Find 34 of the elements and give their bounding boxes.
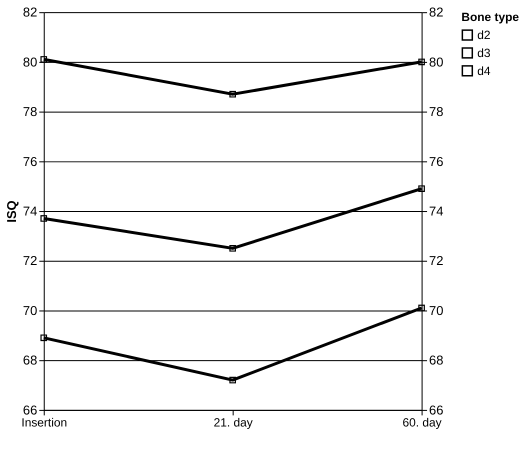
legend-label: d4 bbox=[477, 64, 491, 78]
point bbox=[40, 215, 48, 222]
point bbox=[229, 245, 236, 252]
y-tick-label: 66 bbox=[22, 402, 38, 418]
y-tick-label: 78 bbox=[22, 104, 38, 120]
point bbox=[418, 58, 425, 66]
point bbox=[40, 334, 48, 342]
point bbox=[229, 90, 236, 98]
y2-tick-label: 80 bbox=[429, 54, 444, 70]
point bbox=[418, 304, 425, 312]
y-axis-title: ISQ bbox=[4, 200, 19, 223]
legend-title: Bone type bbox=[461, 10, 520, 24]
y2-tick-label: 72 bbox=[429, 253, 444, 268]
y2-tick-label: 74 bbox=[429, 204, 444, 219]
y2-tick-label: 66 bbox=[429, 402, 444, 418]
y-tick-label: 72 bbox=[22, 253, 38, 268]
y-tick-label: 82 bbox=[22, 4, 38, 20]
y2-tick-label: 70 bbox=[429, 302, 444, 318]
y-tick-label: 76 bbox=[22, 154, 38, 169]
legend-label: d3 bbox=[477, 46, 491, 60]
x-tick-label: Insertion bbox=[21, 415, 68, 430]
point bbox=[418, 185, 425, 192]
x-tick-label: 21. day bbox=[214, 415, 253, 430]
y2-tick-label: 82 bbox=[429, 4, 444, 20]
y2-tick-label: 78 bbox=[429, 104, 444, 120]
x-tick-label: 60. day bbox=[402, 415, 442, 430]
legend-label: d2 bbox=[477, 28, 491, 42]
y-tick-label: 80 bbox=[22, 54, 38, 70]
y-tick-label: 70 bbox=[22, 302, 38, 318]
y-tick-label: 74 bbox=[22, 204, 38, 219]
point bbox=[229, 376, 236, 384]
y2-tick-label: 68 bbox=[429, 352, 444, 368]
y-tick-label: 68 bbox=[22, 352, 38, 368]
y2-tick-label: 76 bbox=[429, 154, 444, 169]
